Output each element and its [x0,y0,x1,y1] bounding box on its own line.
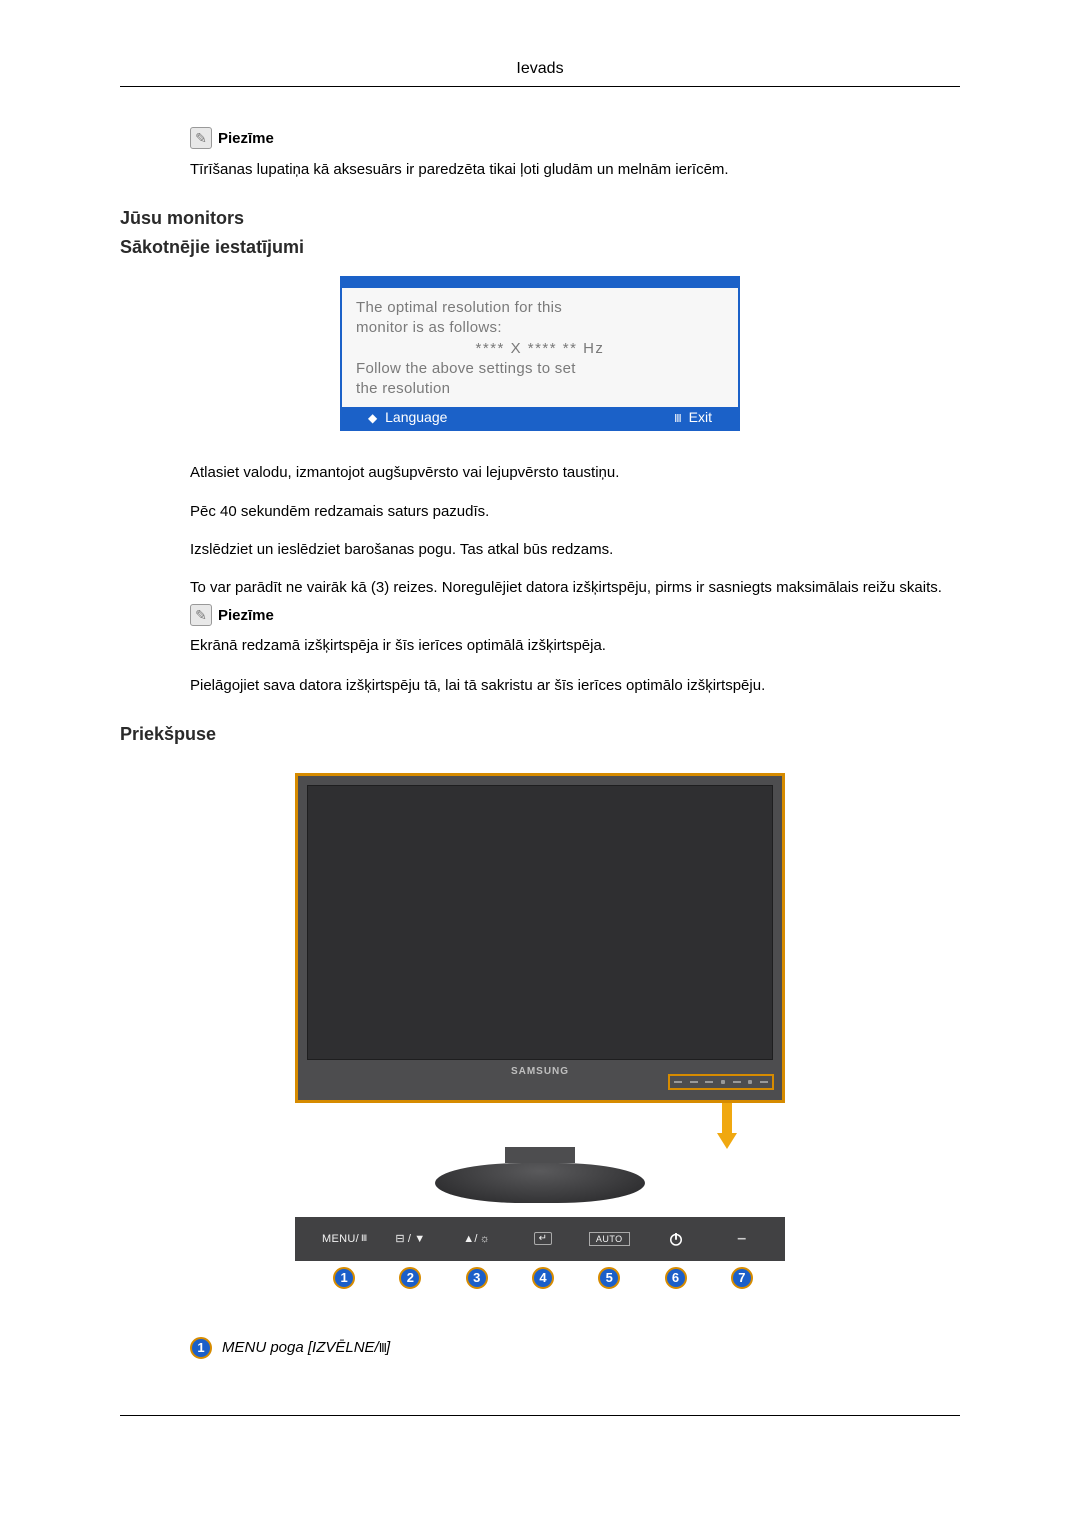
footer-divider [120,1415,960,1416]
osd-line-1: The optimal resolution for this [356,298,724,318]
num-badge-1: 1 [333,1267,355,1289]
legend-badge-1: 1 [190,1337,212,1359]
down-arrow-icon: ▼ [414,1233,425,1245]
legend-text-1: MENU poga [IZVĒLNE/Ⅲ] [222,1339,390,1356]
heading-initial-settings: Sākotnējie iestatījumi [120,237,960,258]
heading-front: Priekšpuse [120,724,960,745]
menu-icon: Ⅲ [361,1233,366,1244]
monitor-screen [307,785,773,1060]
button-number-row: 1 2 3 4 5 6 7 [295,1267,785,1289]
num-badge-4: 4 [532,1267,554,1289]
osd-footer-right: Ⅲ Exit [674,409,712,425]
note-block-1: ✎ Piezīme [190,127,960,149]
legend-text-suffix: ] [386,1339,390,1356]
legend-text-prefix: MENU poga [IZVĒLNE/ [222,1339,379,1356]
note-1-text: Tīrīšanas lupatiņa kā aksesuārs ir pared… [190,159,960,180]
up-arrow-icon: ▲/ [463,1233,478,1245]
note-block-2: ✎ Piezīme [190,604,960,626]
osd-line-3: **** X **** ** Hz [356,339,724,359]
monitor-diagram: SAMSUNG MENU/Ⅲ ⊟/▼ ▲/☼ [120,773,960,1289]
brightness-icon: ☼ [480,1233,490,1245]
num-badge-3: 3 [466,1267,488,1289]
menu-icon: Ⅲ [379,1341,386,1355]
num-badge-2: 2 [399,1267,421,1289]
btn-bright-up: ▲/☼ [444,1233,510,1245]
heading-your-monitor: Jūsu monitors [120,208,960,229]
btn-menu-label: MENU/ [322,1233,359,1245]
buttons-highlight-box [668,1074,774,1090]
monitor-frame: SAMSUNG [295,773,785,1103]
paragraph-3: Izslēdziet un ieslēdziet barošanas pogu.… [190,540,960,560]
source-icon: ⊟ [395,1232,405,1245]
osd-line-2: monitor is as follows: [356,318,724,338]
note-2-text-2: Pielāgojiet sava datora izšķirtspēju tā,… [190,675,960,696]
btn-auto: AUTO [576,1232,642,1246]
enter-icon: ↵ [534,1232,553,1245]
btn-source-down: ⊟/▼ [377,1232,443,1245]
osd-container: The optimal resolution for this monitor … [120,276,960,431]
paragraph-4: To var parādīt ne vairāk kā (3) reizes. … [190,578,960,598]
btn-power [642,1230,708,1248]
osd-language-label: Language [385,409,447,425]
note-label: Piezīme [218,130,274,147]
num-badge-5: 5 [598,1267,620,1289]
btn-menu: MENU/Ⅲ [311,1233,377,1245]
monitor-stand-base [435,1163,645,1203]
osd-line-4: Follow the above settings to set [356,359,724,379]
monitor-stand-neck [505,1147,575,1163]
btn-indicator: – [709,1230,775,1248]
note-label: Piezīme [218,607,274,624]
osd-footer-left: ◆ Language [368,409,447,425]
osd-message-box: The optimal resolution for this monitor … [340,276,740,431]
button-strip: MENU/Ⅲ ⊟/▼ ▲/☼ ↵ AUTO – [295,1217,785,1261]
header-divider [120,86,960,87]
note-icon: ✎ [190,604,212,626]
osd-exit-label: Exit [689,409,712,425]
note-icon: ✎ [190,127,212,149]
exit-icon: Ⅲ [674,413,681,425]
paragraph-2: Pēc 40 sekundēm redzamais saturs pazudīs… [190,502,960,522]
page-header-title: Ievads [120,60,960,86]
num-badge-6: 6 [665,1267,687,1289]
power-icon [667,1230,685,1248]
legend-item-1: 1 MENU poga [IZVĒLNE/Ⅲ] [190,1337,960,1359]
num-badge-7: 7 [731,1267,753,1289]
osd-line-5: the resolution [356,379,724,399]
zoom-arrow-icon [717,1103,737,1149]
btn-enter: ↵ [510,1232,576,1245]
paragraph-1: Atlasiet valodu, izmantojot augšupvērsto… [190,463,960,483]
note-2-text-1: Ekrānā redzamā izšķirtspēja ir šīs ierīc… [190,636,960,656]
updown-icon: ◆ [368,411,377,425]
auto-label: AUTO [589,1232,630,1246]
osd-footer: ◆ Language Ⅲ Exit [342,407,738,429]
